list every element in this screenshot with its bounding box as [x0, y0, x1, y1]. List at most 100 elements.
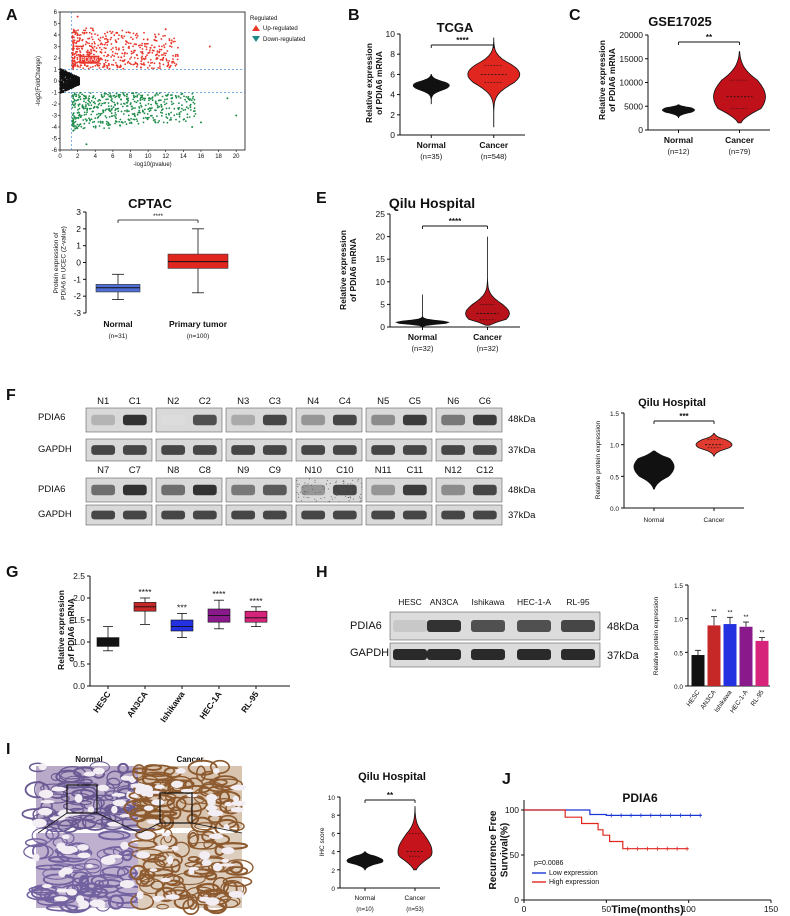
volcano-point-ns [60, 91, 62, 93]
volcano-point-down [143, 117, 145, 119]
ihc-normal-high-lumen [101, 856, 116, 865]
volcano-point-down [166, 98, 168, 100]
blot-noise [333, 489, 334, 490]
volcano-point-down [79, 124, 81, 126]
panel-C-n-label: (n=79) [729, 147, 751, 156]
volcano-point-down [165, 114, 167, 116]
panel-J-x-tick-label: 150 [764, 904, 778, 914]
panel-G-category-label: HEC-1A [197, 689, 223, 721]
volcano-point-up [112, 51, 114, 53]
volcano-point-ns [62, 88, 64, 90]
blot-band-pdia6-normal [301, 415, 325, 426]
volcano-point-down [99, 103, 101, 105]
volcano-point-down [82, 106, 84, 108]
volcano-point-down [192, 98, 194, 100]
panel-C-y-tick-label: 20000 [619, 30, 643, 40]
blot-noise [327, 480, 328, 481]
panel-J-title: PDIA6 [622, 791, 658, 805]
volcano-point-down [72, 114, 74, 116]
volcano-point-up [161, 38, 163, 40]
volcano-point-up [146, 43, 148, 45]
volcano-point-up [115, 41, 117, 43]
volcano-point-down [160, 99, 162, 101]
volcano-point-down [189, 105, 191, 107]
ihc-normal-high-lumen [98, 904, 105, 908]
blot-band-pdia6-normal [441, 485, 465, 496]
volcano-point-down [92, 111, 94, 113]
volcano-point-up [126, 53, 128, 55]
volcano-point-down [165, 116, 167, 118]
panel-G-significance-label: **** [212, 589, 226, 599]
legend-down-icon [252, 36, 260, 42]
volcano-point-down [77, 124, 79, 126]
blot-noise [352, 485, 353, 486]
panel-I-y-label: IHC score [319, 827, 326, 856]
volcano-point-up [176, 63, 178, 65]
volcano-point-ns [78, 79, 80, 81]
volcano-point-up [92, 28, 94, 30]
panel-B-y-tick-label: 2 [390, 110, 395, 120]
panel-H-control-label: GAPDH [350, 647, 389, 659]
panel-F-lane-label: C11 [406, 465, 423, 476]
volcano-point-down [134, 114, 136, 116]
legend-up-icon [252, 25, 260, 31]
blot-band-gapdh-normal [91, 445, 115, 455]
volcano-point-down [89, 119, 91, 121]
volcano-point-up [89, 38, 91, 40]
panel-H-y-tick-label: 0.5 [674, 650, 683, 657]
volcano-point-up [160, 59, 162, 61]
volcano-point-up [91, 43, 93, 45]
blot-noise [308, 483, 309, 484]
volcano-point-up [102, 44, 104, 46]
volcano-point-down [147, 113, 149, 115]
volcano-point-down [83, 100, 85, 102]
legend-down-label: Down-regulated [263, 37, 305, 43]
volcano-point-down [119, 124, 121, 126]
volcano-point-ns [73, 75, 75, 77]
blot-band-gapdh-normal [161, 445, 185, 455]
blot-noise [315, 482, 316, 483]
panel-D-category-label: Primary tumor [169, 319, 228, 329]
volcano-point-down [128, 115, 130, 117]
significance-label: **** [153, 213, 164, 220]
volcano-point-up [90, 46, 92, 48]
volcano-point-up [128, 42, 130, 44]
volcano-point-up [167, 65, 169, 67]
volcano-point-down [143, 97, 145, 99]
panel-F-lane-label: C9 [269, 465, 281, 476]
volcano-point-up [106, 44, 108, 46]
volcano-point-up [154, 46, 156, 48]
panel-I-y-tick-label: 8 [331, 813, 335, 820]
volcano-point-up [156, 54, 158, 56]
volcano-point-up [124, 63, 126, 65]
panel-F-kda-control-row1: 37kDa [508, 445, 536, 456]
volcano-point-up [140, 63, 142, 65]
blot-noise [302, 493, 303, 494]
volcano-point-up [78, 54, 80, 56]
ihc-normal-low-lumen [88, 806, 95, 812]
volcano-point-up [123, 35, 125, 37]
panel-E-chart: 0 5 10 15 20 25 Normal (n=32) Cancer (n=32) **** [376, 209, 520, 353]
panel-C-y-label-line: Relative expression [597, 40, 607, 120]
volcano-point-up [104, 51, 106, 53]
volcano-point-down [85, 105, 87, 107]
volcano-point-up [87, 65, 89, 67]
ihc-cancer-high-lumen [213, 863, 222, 872]
volcano-point-down [73, 105, 75, 107]
volcano-point-up [76, 62, 78, 64]
volcano-point-up [124, 53, 126, 55]
panel-F-kda-protein-row2: 48kDa [508, 485, 536, 496]
volcano-point-down [99, 100, 101, 102]
panel-J-legend-high: High expression [549, 879, 599, 886]
volcano-point-down [86, 108, 88, 110]
panel-G-significance-label: **** [249, 596, 263, 606]
volcano-point-up [153, 67, 155, 69]
significance-label: **** [449, 217, 462, 226]
panel-A-volcano: 6543210-1-2-3-4-5-60 2 4 6 8 10 12 14 16 18 20-log… [36, 10, 305, 168]
blot-band-pdia6-cancer [333, 415, 357, 426]
panel-B-y-tick-label: 0 [390, 130, 395, 140]
ihc-normal-low-lumen [39, 790, 53, 798]
gene-label: PDIA6 [81, 58, 99, 64]
panel-label-h: H [316, 564, 328, 581]
blot-noise [307, 492, 308, 493]
